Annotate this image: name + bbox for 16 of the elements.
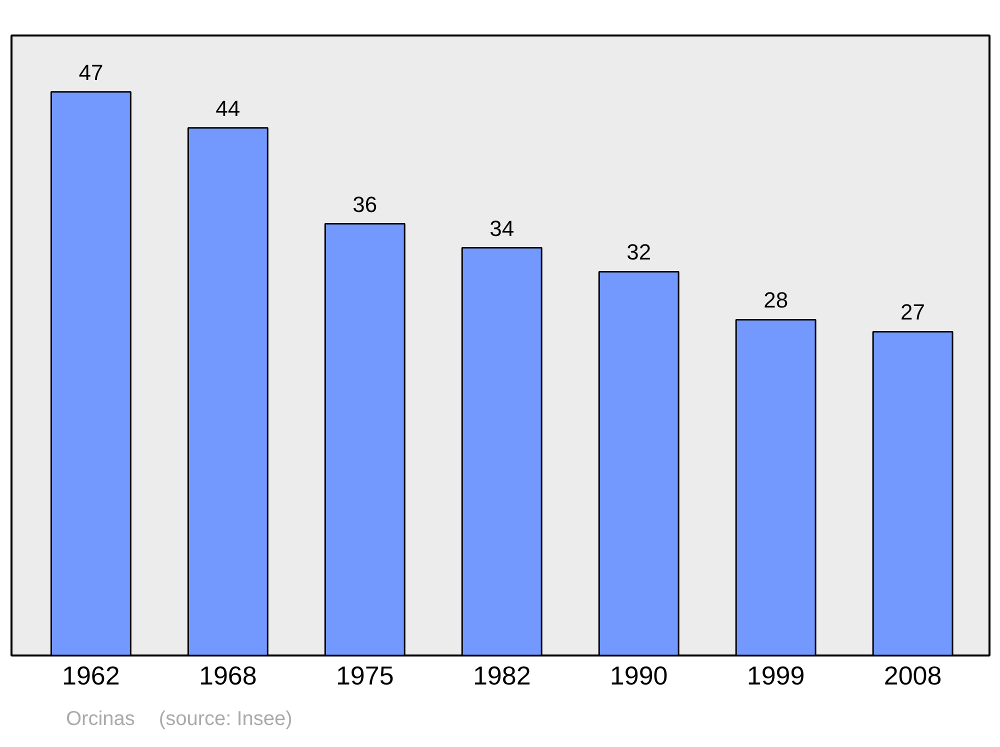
x-tick-label: 1962: [62, 660, 120, 690]
x-tick-label: 1999: [746, 660, 805, 690]
data-label: 32: [626, 240, 652, 265]
x-tick-label: 1982: [472, 660, 531, 690]
data-label: 47: [78, 60, 104, 85]
x-tick-label: 2008: [884, 660, 942, 690]
text: (source: Insee): [158, 708, 292, 730]
x-tick-label: 1968: [199, 660, 257, 690]
x-tick-label: 1990: [610, 660, 668, 690]
data-label: 36: [352, 192, 378, 217]
data-label: 27: [900, 300, 926, 325]
data-label: 44: [216, 96, 240, 121]
data-label: 28: [764, 288, 788, 313]
data-label: 34: [490, 216, 514, 241]
x-tick-label: 1975: [336, 660, 394, 690]
text: Orcinas: [66, 708, 135, 730]
